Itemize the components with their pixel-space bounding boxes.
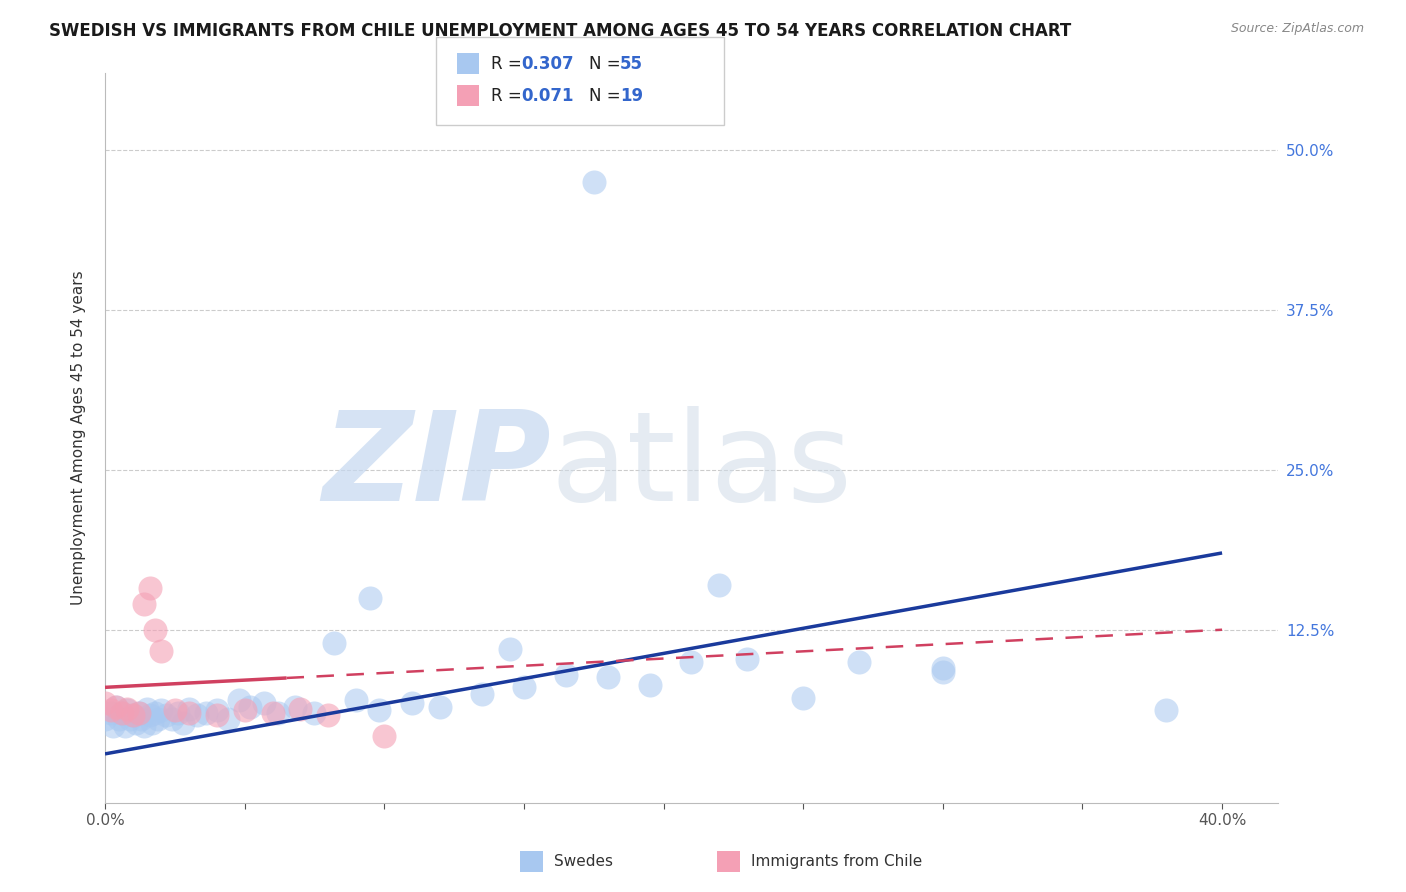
Text: 0.071: 0.071 bbox=[522, 87, 574, 105]
Point bbox=[205, 708, 228, 723]
Point bbox=[239, 699, 262, 714]
Point bbox=[117, 702, 139, 716]
Point bbox=[373, 729, 395, 743]
Point bbox=[177, 706, 200, 720]
Point bbox=[149, 644, 172, 658]
Point bbox=[638, 678, 661, 692]
Text: SWEDISH VS IMMIGRANTS FROM CHILE UNEMPLOYMENT AMONG AGES 45 TO 54 YEARS CORRELAT: SWEDISH VS IMMIGRANTS FROM CHILE UNEMPLO… bbox=[49, 22, 1071, 40]
Point bbox=[160, 712, 183, 726]
Point bbox=[117, 703, 139, 717]
Point bbox=[253, 696, 276, 710]
Text: ZIP: ZIP bbox=[322, 407, 551, 527]
Point bbox=[737, 652, 759, 666]
Text: N =: N = bbox=[589, 55, 626, 73]
Point bbox=[228, 693, 250, 707]
Point bbox=[129, 712, 152, 726]
Point bbox=[143, 623, 166, 637]
Point bbox=[105, 699, 128, 714]
Point bbox=[122, 708, 145, 723]
Point bbox=[149, 703, 172, 717]
Text: N =: N = bbox=[589, 87, 626, 105]
Point bbox=[323, 635, 346, 649]
Point bbox=[135, 702, 157, 716]
Point bbox=[1154, 703, 1177, 717]
Text: atlas: atlas bbox=[551, 407, 853, 527]
Point bbox=[105, 699, 128, 714]
Point bbox=[709, 578, 731, 592]
Point bbox=[932, 661, 955, 675]
Point bbox=[471, 687, 494, 701]
Point bbox=[582, 175, 605, 189]
Point bbox=[166, 706, 188, 720]
Point bbox=[186, 708, 208, 723]
Text: 55: 55 bbox=[620, 55, 643, 73]
Point bbox=[100, 706, 122, 720]
Point bbox=[122, 708, 145, 723]
Point bbox=[100, 703, 122, 717]
Point bbox=[513, 681, 536, 695]
Point bbox=[94, 696, 117, 710]
Point bbox=[848, 655, 870, 669]
Point bbox=[554, 667, 576, 681]
Point bbox=[499, 642, 522, 657]
Text: Immigrants from Chile: Immigrants from Chile bbox=[751, 854, 922, 869]
Point bbox=[681, 655, 703, 669]
Point bbox=[932, 665, 955, 679]
Point bbox=[146, 712, 169, 726]
Point bbox=[155, 708, 177, 723]
Point bbox=[233, 703, 256, 717]
Text: R =: R = bbox=[491, 87, 527, 105]
Text: Swedes: Swedes bbox=[554, 854, 613, 869]
Text: 19: 19 bbox=[620, 87, 643, 105]
Point bbox=[114, 719, 136, 733]
Text: R =: R = bbox=[491, 55, 527, 73]
Point bbox=[132, 719, 155, 733]
Point bbox=[792, 690, 814, 705]
Point bbox=[172, 716, 194, 731]
Point bbox=[401, 696, 423, 710]
Point bbox=[367, 703, 389, 717]
Point bbox=[194, 706, 217, 720]
Point bbox=[103, 719, 125, 733]
Point bbox=[359, 591, 381, 605]
Point bbox=[138, 581, 160, 595]
Point bbox=[318, 708, 340, 723]
Point bbox=[429, 699, 451, 714]
Point bbox=[132, 597, 155, 611]
Y-axis label: Unemployment Among Ages 45 to 54 years: Unemployment Among Ages 45 to 54 years bbox=[72, 270, 86, 605]
Point bbox=[262, 706, 284, 720]
Point bbox=[217, 712, 239, 726]
Point bbox=[290, 702, 312, 716]
Point bbox=[128, 706, 150, 720]
Point bbox=[267, 706, 290, 720]
Point bbox=[125, 716, 148, 731]
Point bbox=[304, 706, 326, 720]
Point bbox=[205, 703, 228, 717]
Point bbox=[138, 708, 160, 723]
Point bbox=[108, 712, 131, 726]
Point bbox=[344, 693, 367, 707]
Point bbox=[94, 712, 117, 726]
Point bbox=[120, 712, 142, 726]
Point bbox=[111, 706, 134, 720]
Point bbox=[111, 706, 134, 720]
Point bbox=[596, 670, 619, 684]
Text: Source: ZipAtlas.com: Source: ZipAtlas.com bbox=[1230, 22, 1364, 36]
Point bbox=[177, 702, 200, 716]
Point bbox=[143, 706, 166, 720]
Point bbox=[128, 706, 150, 720]
Point bbox=[163, 703, 186, 717]
Text: 0.307: 0.307 bbox=[522, 55, 574, 73]
Point bbox=[141, 716, 163, 731]
Point bbox=[284, 699, 307, 714]
